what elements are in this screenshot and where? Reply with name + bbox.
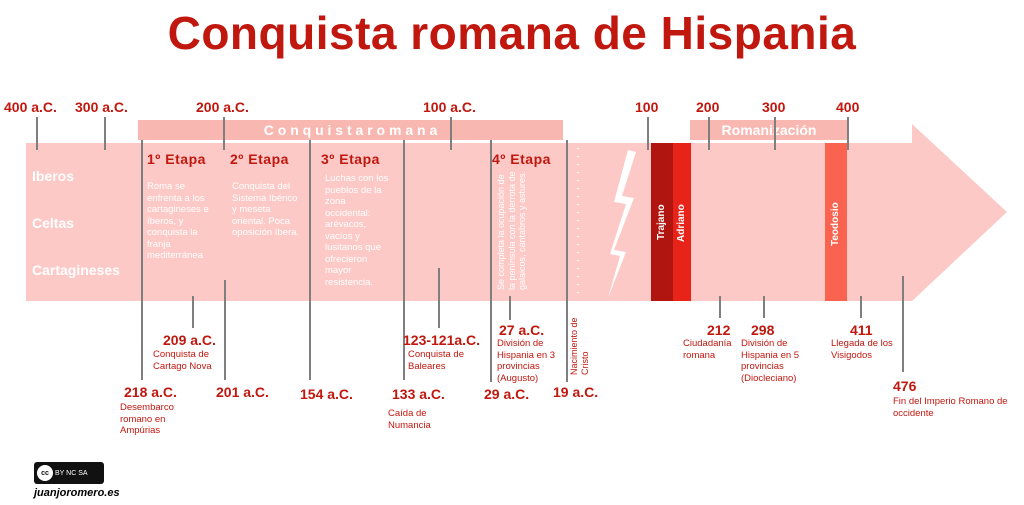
top-date-300ac: 300 a.C. [75, 99, 128, 115]
event-476-date: 476 [893, 378, 917, 394]
event-123-desc: Conquista de Baleares [408, 349, 464, 372]
arrow-shape [26, 124, 1007, 301]
event-298-date: 298 [751, 322, 775, 338]
tick-411 [860, 296, 862, 318]
event-411-date: 411 [850, 322, 873, 338]
tick-100ac [450, 117, 452, 150]
tick-200 [708, 117, 710, 150]
people-iberos: Iberos [32, 168, 75, 184]
event-212-date: 212 [707, 322, 731, 338]
tick-212 [719, 296, 721, 318]
tick-201ac [224, 280, 226, 380]
top-date-100ac: 100 a.C. [423, 99, 476, 115]
event-212-desc: Ciudadanía romana [683, 338, 732, 361]
event-476-desc: Fin del Imperio Romano de occidente [893, 396, 1008, 419]
event-133-date: 133 a.C. [392, 386, 445, 402]
tick-300ac [104, 117, 106, 150]
etapa-2-desc: Conquista del Sistema Ibérico y meseta o… [232, 181, 300, 238]
etapa-3-desc: Luchas con los pueblos de la zona occide… [325, 173, 389, 288]
event-123-date: 123-121a.C. [403, 332, 481, 348]
event-298-desc: División de Hispania en 5 provincias (Di… [741, 338, 800, 384]
teodosio-label: Teodosio [830, 202, 841, 246]
author-credit: juanjoromero.es [34, 487, 120, 499]
event-201-date: 201 a.C. [216, 384, 269, 400]
etapa-3-label: 3º Etapa [321, 151, 380, 167]
event-218-desc: Desembarco romano en Ampúrias [120, 402, 174, 436]
cc-logo-icon: cc [37, 465, 53, 481]
etapa-1-desc: Roma se enfrenta a los cartagineses e íb… [147, 181, 209, 261]
tick-123ac [438, 268, 440, 328]
top-date-200: 200 [696, 99, 720, 115]
event-209-date: 209 a.C. [163, 332, 216, 348]
event-411-desc: Llegada de los Visigodos [831, 338, 893, 361]
tick-300 [774, 117, 776, 150]
cc-terms: BY NC SA [55, 469, 88, 477]
tick-209ac [192, 296, 194, 328]
people-cartagineses: Cartagineses [32, 262, 120, 278]
adriano-bar [673, 143, 691, 301]
page-title: Conquista romana de Hispania [167, 7, 857, 59]
tick-19ac [566, 140, 568, 382]
event-209-desc: Conquista de Cartago Nova [153, 349, 212, 372]
tick-100 [647, 117, 649, 150]
tick-154ac [309, 140, 311, 380]
event-133-desc: Caída de Numancia [388, 408, 431, 431]
event-27-date: 27 a.C. [499, 322, 545, 338]
conquista-band: C o n q u i s t a r o m a n a [138, 120, 563, 140]
tick-476 [902, 276, 904, 372]
cc-license-badge: cc BY NC SA [34, 462, 104, 484]
top-date-100: 100 [635, 99, 659, 115]
break-zigzag [608, 150, 636, 298]
etapa-4-label: 4º Etapa [492, 151, 551, 167]
tick-218ac [141, 140, 143, 380]
top-date-300: 300 [762, 99, 786, 115]
tick-298 [763, 296, 765, 318]
event-19-desc: Nacimiento de Cristo [569, 317, 590, 375]
people-celtas: Celtas [32, 215, 75, 231]
event-154-date: 154 a.C. [300, 386, 353, 402]
tick-400ac [36, 117, 38, 150]
tick-133ac [403, 140, 405, 380]
etapa-1-label: 1º Etapa [147, 151, 206, 167]
event-29-date: 29 a.C. [484, 386, 530, 402]
tick-200ac [223, 117, 225, 150]
event-27-desc: División de Hispania en 3 provincias (Au… [497, 338, 556, 384]
etapa-2-label: 2º Etapa [230, 151, 289, 167]
romanizacion-band: Romanización [690, 120, 848, 140]
trajano-bar [651, 143, 673, 301]
event-218-date: 218 a.C. [124, 384, 177, 400]
trajano-label: Trajano [656, 204, 667, 240]
etapa-4-desc: Se completa la ocupación de la península… [496, 170, 527, 290]
tick-27ac [509, 296, 511, 320]
adriano-label: Adriano [676, 204, 687, 242]
teodosio-bar [825, 143, 847, 301]
tick-29ac [490, 140, 492, 382]
top-date-200ac: 200 a.C. [196, 99, 249, 115]
tick-400 [847, 117, 849, 150]
event-19-date: 19 a.C. [553, 384, 599, 400]
top-date-400ac: 400 a.C. [4, 99, 57, 115]
top-date-400: 400 [836, 99, 860, 115]
